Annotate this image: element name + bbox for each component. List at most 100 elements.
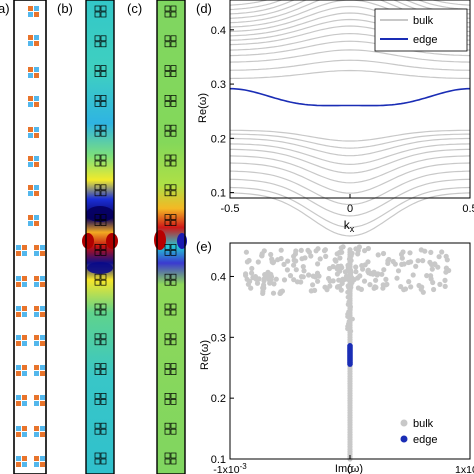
bulk-point xyxy=(380,250,387,257)
unit-cell xyxy=(28,67,39,78)
bulk-point xyxy=(326,265,333,272)
bulk-band xyxy=(230,129,470,142)
orange-square xyxy=(34,41,39,46)
cell-square xyxy=(94,393,101,399)
bulk-point xyxy=(321,248,328,254)
orange-square xyxy=(28,67,33,72)
blue-square xyxy=(16,282,21,287)
bulk-point xyxy=(249,265,255,272)
cell-square xyxy=(170,363,177,369)
cell-square xyxy=(164,95,171,101)
panel-d-ticks: -0.5 0 0.5 0.1 0.2 0.3 0.4 xyxy=(211,25,474,215)
bulk-point xyxy=(291,262,297,268)
bulk-point xyxy=(255,259,261,265)
bulk-point xyxy=(361,278,368,284)
cell-square xyxy=(100,220,107,226)
bulk-point xyxy=(371,285,377,291)
orange-square xyxy=(16,426,21,431)
orange-square xyxy=(40,282,45,287)
cell-square xyxy=(170,333,177,340)
cell-square xyxy=(100,452,107,459)
unit-cell xyxy=(28,156,39,167)
cell-square xyxy=(170,71,177,77)
cell-square xyxy=(164,458,171,465)
cell-square xyxy=(94,65,101,71)
bulk-point xyxy=(248,285,254,291)
bulk-band xyxy=(229,162,471,194)
bulk-point xyxy=(394,275,400,281)
bulk-point xyxy=(424,273,430,279)
cell-square xyxy=(94,101,101,107)
bulk-point xyxy=(271,281,277,287)
panel-e-ticks: -1x10-3 0 1x10-3 0.1 0.2 0.3 0.4 xyxy=(211,271,474,474)
outlined-cell xyxy=(164,95,177,107)
cell-square xyxy=(94,71,101,77)
cell-square xyxy=(170,452,177,459)
bulk-point xyxy=(406,279,412,285)
orange-square xyxy=(22,432,27,437)
cell-square xyxy=(94,273,101,280)
bulk-point xyxy=(420,258,426,264)
blue-square xyxy=(22,395,27,400)
unit-cell xyxy=(16,245,27,256)
outlined-cell xyxy=(94,333,107,346)
cell-square xyxy=(164,393,171,399)
unit-cell xyxy=(28,6,39,17)
orange-square xyxy=(16,456,21,461)
cell-square xyxy=(170,279,177,286)
bulk-point xyxy=(407,250,413,256)
blue-square xyxy=(34,185,39,190)
bulk-point xyxy=(326,275,332,282)
outlined-cell xyxy=(164,214,177,226)
cell-square xyxy=(164,35,171,42)
bulk-point xyxy=(293,258,299,264)
cell-square xyxy=(164,369,171,375)
cell-square xyxy=(164,333,171,340)
cell-square xyxy=(170,273,177,280)
blue-square xyxy=(34,432,39,437)
cell-square xyxy=(164,428,171,435)
panel-d-edge-band xyxy=(230,87,470,107)
bulk-point xyxy=(315,278,321,284)
bulk-point xyxy=(322,284,328,290)
outlined-cell xyxy=(94,124,107,137)
cell-square xyxy=(164,65,171,71)
x-tick-label: 0 xyxy=(347,203,353,215)
cell-square xyxy=(164,11,171,18)
bulk-point xyxy=(327,283,333,289)
panel-b-frame xyxy=(85,0,115,474)
orange-square xyxy=(22,282,27,287)
panel-b-unit-cells xyxy=(94,5,107,465)
bulk-point xyxy=(405,259,412,266)
outlined-cell xyxy=(94,154,107,167)
panel-d-label: (d) xyxy=(196,1,212,16)
cell-square xyxy=(100,369,107,375)
bulk-point xyxy=(293,267,299,273)
y-tick-label: 0.2 xyxy=(211,393,226,405)
blue-square xyxy=(28,73,33,78)
bulk-point xyxy=(373,277,379,283)
blue-square xyxy=(22,335,27,340)
blue-square xyxy=(34,215,39,220)
bulk-point xyxy=(340,244,346,250)
unit-cell xyxy=(34,456,45,467)
blue-square xyxy=(34,371,39,376)
cell-square xyxy=(94,214,101,220)
orange-square xyxy=(34,162,39,167)
cell-square xyxy=(170,130,177,137)
unit-cell xyxy=(28,185,39,196)
bulk-point xyxy=(245,281,251,287)
cell-square xyxy=(170,124,177,131)
bulk-point xyxy=(348,270,354,276)
bulk-point xyxy=(259,253,265,259)
bulk-point xyxy=(332,257,338,263)
bulk-point xyxy=(299,256,305,262)
orange-square xyxy=(16,335,21,340)
outlined-cell xyxy=(164,244,177,256)
blue-square xyxy=(16,371,21,376)
bulk-point xyxy=(435,264,441,270)
bulk-point xyxy=(346,319,352,324)
blue-square xyxy=(22,245,27,250)
panel-c: (c) xyxy=(127,0,187,474)
x-tick-exponent: -3 xyxy=(240,462,248,471)
